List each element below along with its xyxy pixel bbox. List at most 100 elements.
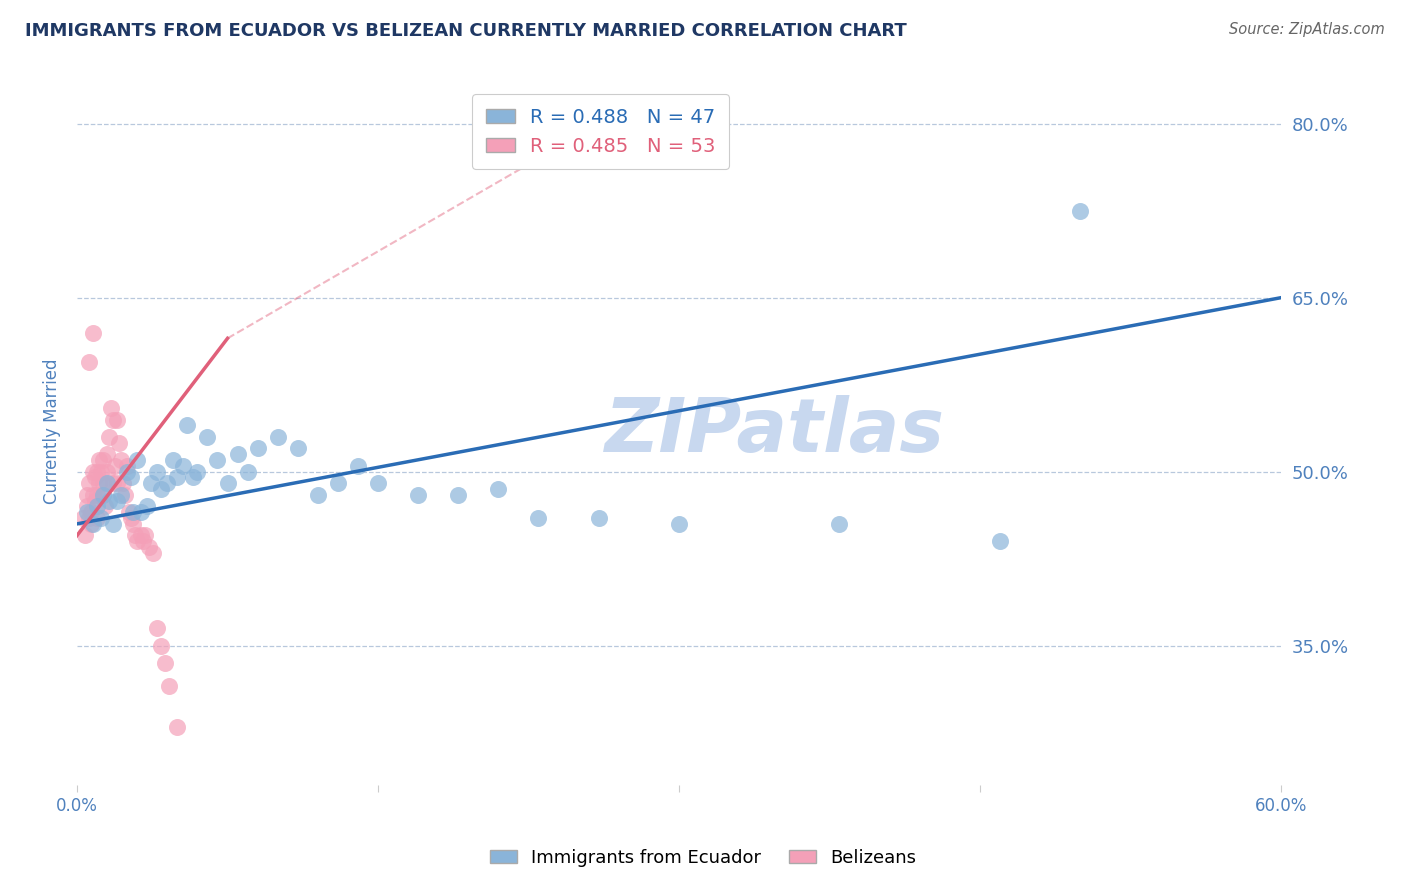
Point — [141, 476, 163, 491]
Point — [90, 511, 112, 525]
Point — [156, 476, 179, 491]
Point — [150, 482, 173, 496]
Point — [82, 488, 104, 502]
Point — [266, 430, 288, 444]
Point — [80, 516, 103, 531]
Point — [94, 500, 117, 514]
Point — [108, 435, 131, 450]
Point — [105, 493, 128, 508]
Y-axis label: Currently Married: Currently Married — [44, 359, 60, 504]
Point — [76, 488, 98, 502]
Point — [115, 458, 138, 473]
Point — [90, 488, 112, 502]
Point — [103, 412, 125, 426]
Point — [86, 500, 108, 514]
Point — [86, 511, 108, 525]
Point — [207, 453, 229, 467]
Point — [118, 505, 141, 519]
Point — [82, 516, 104, 531]
Point — [132, 534, 155, 549]
Point — [120, 470, 142, 484]
Point — [136, 500, 159, 514]
Point — [96, 465, 118, 479]
Point — [146, 621, 169, 635]
Point — [447, 488, 470, 502]
Point — [246, 442, 269, 456]
Point — [1069, 203, 1091, 218]
Point — [172, 458, 194, 473]
Point — [115, 465, 138, 479]
Point — [110, 488, 132, 502]
Point — [82, 465, 104, 479]
Point — [77, 511, 100, 525]
Point — [129, 505, 152, 519]
Point — [142, 546, 165, 560]
Point — [155, 656, 177, 670]
Point — [100, 401, 122, 415]
Point — [588, 511, 610, 525]
Point — [90, 465, 112, 479]
Point — [162, 453, 184, 467]
Point — [104, 458, 127, 473]
Point — [367, 476, 389, 491]
Point — [76, 505, 98, 519]
Point — [176, 418, 198, 433]
Point — [527, 511, 550, 525]
Point — [236, 465, 259, 479]
Point — [77, 476, 100, 491]
Point — [150, 639, 173, 653]
Legend: R = 0.488   N = 47, R = 0.485   N = 53: R = 0.488 N = 47, R = 0.485 N = 53 — [472, 95, 730, 169]
Point — [86, 465, 108, 479]
Point — [82, 326, 104, 340]
Point — [96, 447, 118, 461]
Point — [91, 488, 114, 502]
Point — [183, 470, 205, 484]
Point — [84, 493, 107, 508]
Point — [127, 453, 149, 467]
Point — [91, 476, 114, 491]
Text: IMMIGRANTS FROM ECUADOR VS BELIZEAN CURRENTLY MARRIED CORRELATION CHART: IMMIGRANTS FROM ECUADOR VS BELIZEAN CURR… — [25, 22, 907, 40]
Legend: Immigrants from Ecuador, Belizeans: Immigrants from Ecuador, Belizeans — [482, 842, 924, 874]
Point — [84, 470, 107, 484]
Point — [127, 534, 149, 549]
Point — [105, 476, 128, 491]
Text: Source: ZipAtlas.com: Source: ZipAtlas.com — [1229, 22, 1385, 37]
Point — [406, 488, 429, 502]
Point — [138, 540, 160, 554]
Point — [112, 476, 135, 491]
Point — [129, 528, 152, 542]
Point — [134, 528, 156, 542]
Point — [75, 528, 97, 542]
Point — [486, 482, 509, 496]
Point — [89, 476, 111, 491]
Point — [98, 430, 121, 444]
Point — [146, 465, 169, 479]
Point — [347, 458, 370, 473]
Point — [287, 442, 309, 456]
Point — [197, 430, 219, 444]
Point — [72, 511, 94, 525]
Text: ZIPatlas: ZIPatlas — [605, 394, 945, 467]
Point — [89, 453, 111, 467]
Point — [157, 679, 180, 693]
Point — [86, 488, 108, 502]
Point — [96, 476, 118, 491]
Point — [114, 488, 136, 502]
Point — [80, 505, 103, 519]
Point — [103, 516, 125, 531]
Point — [307, 488, 329, 502]
Point — [122, 505, 145, 519]
Point — [105, 412, 128, 426]
Point — [77, 354, 100, 368]
Point — [76, 500, 98, 514]
Point — [91, 453, 114, 467]
Point — [124, 528, 146, 542]
Point — [186, 465, 208, 479]
Point — [98, 493, 121, 508]
Point — [166, 720, 188, 734]
Point — [120, 511, 142, 525]
Point — [668, 516, 690, 531]
Point — [217, 476, 239, 491]
Point — [988, 534, 1011, 549]
Point — [122, 516, 145, 531]
